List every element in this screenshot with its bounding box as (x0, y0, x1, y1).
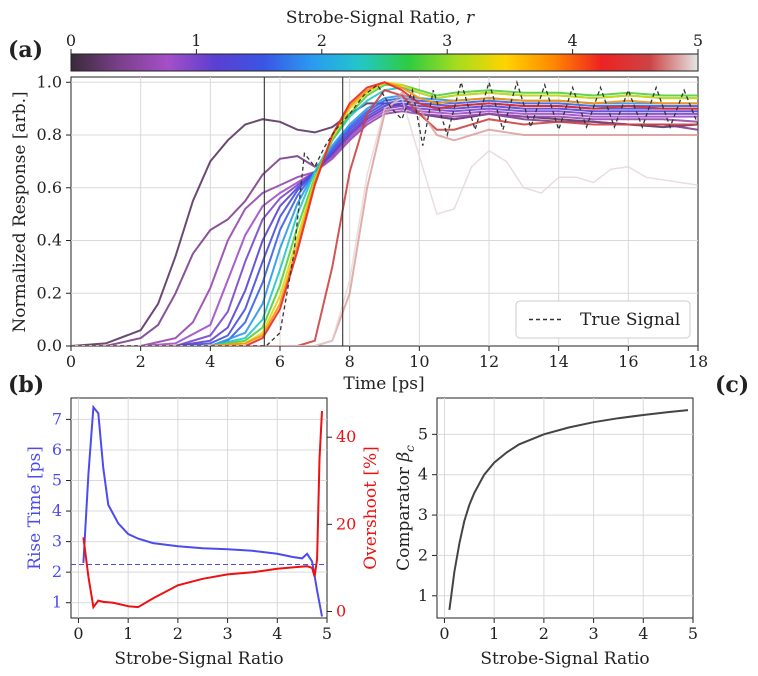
colorbar-tick-label: 0 (66, 31, 76, 50)
panel-b-frame (70, 397, 328, 619)
panel-a-xlabel: Time [ps] (343, 374, 424, 394)
legend-true-signal-label: True Signal (580, 310, 680, 330)
x-tick-label: 5 (322, 624, 332, 643)
panel-a-ticks: 0 2 4 6 8 10 12 14 16 18 0.0 0.2 0.4 0.6 0.8 1.0 (37, 72, 709, 371)
x-tick-label: 1 (489, 624, 499, 643)
panel-b-xlabel: Strobe-Signal Ratio (114, 649, 283, 669)
response-curve (71, 102, 698, 346)
y-tick-label: 0.8 (37, 125, 62, 144)
x-tick-label: 1 (123, 624, 133, 643)
panel-c-ylabel: Comparator βc (394, 445, 417, 571)
y-tick-label: 0.2 (37, 283, 62, 302)
panel-label-a: (a) (8, 37, 43, 63)
x-tick-label: 4 (205, 352, 215, 371)
x-tick-label: 10 (409, 352, 429, 371)
x-tick-label: 14 (548, 352, 568, 371)
y-tick-label-right: 20 (336, 514, 356, 533)
x-tick-label: 2 (539, 624, 549, 643)
colorbar-gradient (70, 53, 699, 72)
y-tick-label-left: 6 (52, 440, 62, 459)
x-tick-label: 0 (73, 624, 83, 643)
rise-time-curve (82, 404, 323, 617)
colorbar-title: Strobe-Signal Ratio, r (286, 8, 475, 28)
colorbar-tick-label: 5 (693, 31, 703, 50)
x-tick-label: 8 (345, 352, 355, 371)
colorbar-tick-label: 1 (191, 31, 201, 50)
x-tick-label: 16 (618, 352, 638, 371)
x-tick-label: 12 (479, 352, 499, 371)
response-curve (71, 96, 698, 346)
colorbar-tick-label: 2 (317, 31, 327, 50)
legend-box (515, 300, 691, 339)
x-tick-label: 2 (136, 352, 146, 371)
y-tick-label: 2 (418, 545, 428, 564)
beta-c-curve (448, 409, 689, 611)
x-tick-label: 4 (638, 624, 648, 643)
x-tick-label: 4 (272, 624, 282, 643)
colorbar: 0 1 2 3 4 5 (66, 31, 703, 72)
y-tick-label-left: 4 (52, 501, 62, 520)
panel-c-grid (437, 398, 693, 618)
y-tick-label: 5 (418, 424, 428, 443)
panel-b-ylabel-right: Overshoot [%] (361, 446, 381, 570)
response-curve (71, 81, 698, 346)
y-tick-label-left: 1 (52, 593, 62, 612)
y-tick-label-right: 40 (336, 427, 356, 446)
panel-b-grid (71, 398, 327, 618)
response-curve (71, 97, 698, 346)
response-curve (71, 102, 698, 346)
x-tick-label: 18 (688, 352, 708, 371)
panel-a-series (71, 77, 698, 346)
y-tick-label-left: 5 (52, 471, 62, 490)
true-signal-curve (71, 79, 698, 346)
y-tick-label-right: 0 (336, 601, 346, 620)
x-tick-label: 0 (439, 624, 449, 643)
x-tick-label: 2 (173, 624, 183, 643)
panel-c-xlabel: Strobe-Signal Ratio (480, 649, 649, 669)
response-curve (71, 91, 698, 346)
colorbar-tick-label: 4 (568, 31, 578, 50)
x-tick-label: 5 (688, 624, 698, 643)
y-tick-label: 0.4 (37, 231, 62, 250)
response-curve (71, 110, 698, 346)
y-tick-label: 0.6 (37, 178, 62, 197)
x-tick-label: 3 (222, 624, 232, 643)
x-tick-label: 0 (66, 352, 76, 371)
panel-label-b: (b) (8, 372, 44, 398)
y-tick-label: 0.0 (37, 336, 62, 355)
panel-b-series (71, 404, 327, 617)
y-tick-label-left: 2 (52, 562, 62, 581)
panel-label-c: (c) (715, 372, 749, 398)
x-tick-label: 3 (588, 624, 598, 643)
y-tick-label-left: 3 (52, 532, 62, 551)
y-tick-label: 1 (418, 586, 428, 605)
y-tick-label: 1.0 (37, 72, 62, 91)
panel-a-frame (70, 76, 699, 347)
colorbar-tick-label: 3 (442, 31, 452, 50)
y-tick-label: 3 (418, 505, 428, 524)
panel-a-ylabel: Normalized Response [arb.] (10, 91, 30, 332)
panel-a: 0 2 4 6 8 10 12 14 16 18 0.0 0.2 0.4 0.6 0.8 1.0 Time [… (10, 72, 708, 394)
panel-c-series (448, 409, 689, 611)
response-curve (71, 107, 698, 346)
panel-b-ylabel-left: Rise Time [ps] (25, 446, 45, 570)
overshoot-curve (82, 411, 323, 610)
panel-c-frame (436, 397, 694, 619)
legend: True Signal (515, 300, 691, 339)
y-tick-label-left: 7 (52, 409, 62, 428)
x-tick-label: 6 (275, 352, 285, 371)
y-tick-label: 4 (418, 465, 428, 484)
